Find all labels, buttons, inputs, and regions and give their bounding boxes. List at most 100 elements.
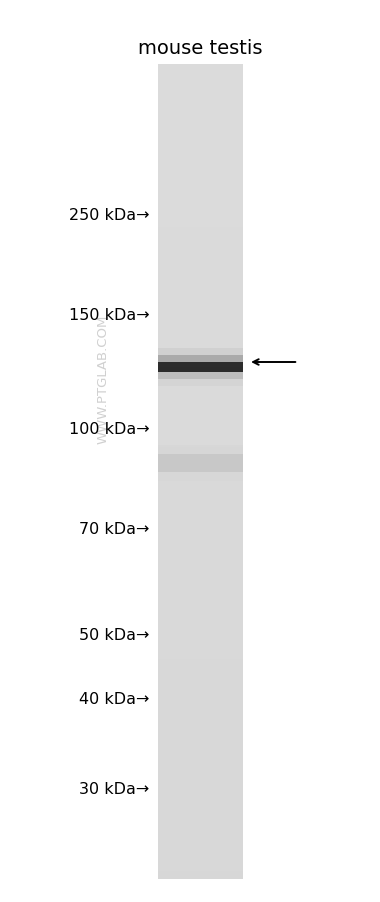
- Bar: [158, 366, 243, 374]
- Bar: [158, 244, 243, 253]
- Bar: [158, 318, 243, 326]
- Bar: [158, 545, 243, 554]
- Bar: [158, 781, 243, 789]
- Bar: [158, 741, 243, 749]
- Bar: [158, 211, 243, 219]
- Bar: [158, 236, 243, 244]
- Bar: [158, 651, 243, 659]
- Text: 250 kDa→: 250 kDa→: [69, 207, 150, 222]
- Bar: [158, 350, 243, 358]
- Text: 50 kDa→: 50 kDa→: [79, 627, 150, 642]
- Bar: [158, 162, 243, 170]
- Bar: [158, 822, 243, 830]
- Bar: [158, 138, 243, 146]
- Bar: [158, 179, 243, 187]
- Bar: [158, 700, 243, 708]
- Bar: [158, 529, 243, 537]
- Text: 150 kDa→: 150 kDa→: [69, 308, 150, 322]
- Bar: [158, 415, 243, 423]
- Bar: [158, 447, 243, 456]
- Bar: [158, 684, 243, 692]
- Bar: [158, 512, 243, 520]
- Bar: [158, 301, 243, 309]
- Bar: [158, 81, 243, 89]
- Bar: [158, 358, 243, 366]
- Bar: [158, 765, 243, 773]
- Bar: [158, 253, 243, 261]
- Bar: [158, 537, 243, 545]
- Bar: [158, 65, 243, 73]
- Bar: [158, 603, 243, 611]
- Bar: [158, 732, 243, 741]
- Text: 100 kDa→: 100 kDa→: [69, 422, 150, 437]
- Bar: [158, 431, 243, 439]
- Bar: [158, 635, 243, 643]
- Bar: [158, 195, 243, 203]
- Text: 70 kDa→: 70 kDa→: [79, 522, 150, 537]
- Bar: [158, 423, 243, 431]
- Bar: [158, 496, 243, 504]
- Text: 40 kDa→: 40 kDa→: [79, 692, 150, 706]
- Bar: [158, 554, 243, 562]
- Bar: [158, 355, 243, 367]
- Bar: [158, 846, 243, 854]
- Bar: [158, 154, 243, 162]
- Bar: [158, 277, 243, 285]
- Bar: [158, 520, 243, 529]
- Bar: [158, 342, 243, 350]
- Bar: [158, 146, 243, 154]
- Bar: [158, 261, 243, 269]
- Bar: [158, 373, 243, 386]
- Bar: [158, 797, 243, 805]
- Bar: [158, 462, 243, 482]
- Bar: [158, 586, 243, 594]
- Bar: [158, 724, 243, 732]
- Bar: [158, 399, 243, 407]
- Bar: [158, 659, 243, 667]
- Bar: [158, 65, 243, 879]
- Bar: [158, 838, 243, 846]
- Bar: [158, 773, 243, 781]
- Bar: [158, 692, 243, 700]
- Bar: [158, 472, 243, 480]
- Bar: [158, 170, 243, 179]
- Bar: [158, 862, 243, 871]
- Bar: [158, 326, 243, 334]
- Bar: [158, 203, 243, 211]
- Bar: [158, 446, 243, 465]
- Bar: [158, 562, 243, 570]
- Bar: [158, 708, 243, 716]
- Bar: [158, 814, 243, 822]
- Bar: [158, 619, 243, 627]
- Bar: [158, 488, 243, 496]
- Bar: [158, 114, 243, 122]
- Bar: [158, 830, 243, 838]
- Bar: [158, 293, 243, 301]
- Bar: [158, 676, 243, 684]
- Bar: [158, 627, 243, 635]
- Bar: [158, 805, 243, 814]
- Bar: [158, 854, 243, 862]
- Bar: [158, 374, 243, 382]
- Bar: [158, 789, 243, 797]
- Bar: [158, 757, 243, 765]
- Bar: [158, 73, 243, 81]
- Bar: [158, 391, 243, 399]
- Bar: [158, 130, 243, 138]
- Text: mouse testis: mouse testis: [138, 39, 263, 58]
- Bar: [158, 480, 243, 488]
- Bar: [158, 97, 243, 106]
- Bar: [158, 456, 243, 464]
- Bar: [158, 187, 243, 195]
- Bar: [158, 455, 243, 473]
- Bar: [158, 285, 243, 293]
- Bar: [158, 871, 243, 879]
- Bar: [158, 122, 243, 130]
- Bar: [158, 504, 243, 512]
- Bar: [158, 106, 243, 114]
- Bar: [158, 570, 243, 578]
- Bar: [158, 334, 243, 342]
- Bar: [158, 749, 243, 757]
- Bar: [158, 716, 243, 724]
- Bar: [158, 594, 243, 603]
